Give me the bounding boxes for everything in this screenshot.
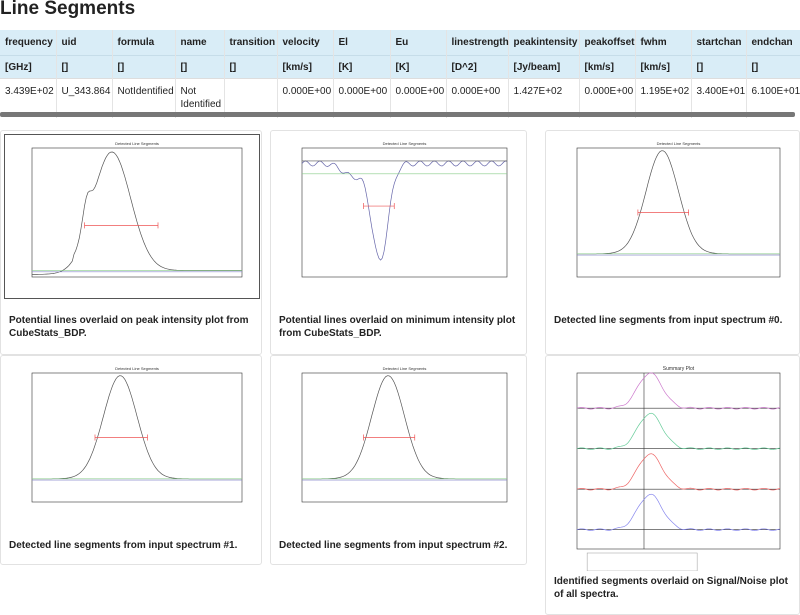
column-header: frequency	[0, 30, 57, 56]
table-cell: 3.439E+02	[0, 78, 57, 118]
plot-frame	[31, 147, 243, 278]
column-header: uid	[56, 30, 113, 56]
table: frequency uid formula name transition velocit…	[0, 30, 800, 118]
column-header: endchan	[746, 30, 800, 56]
column-unit: [D^2]	[446, 55, 509, 79]
column-header: peakintensity	[508, 30, 580, 56]
column-header: peakoffset	[579, 30, 636, 56]
column-unit: []	[691, 55, 747, 79]
column-header: formula	[112, 30, 176, 56]
spectrum-curve	[576, 372, 781, 410]
spectrum-curve	[32, 151, 242, 275]
plot-thumbnail: Detected Line Segments	[301, 366, 508, 503]
column-unit: [K]	[390, 55, 447, 79]
figure-card: Summary Plot Identified segments overlaid…	[545, 355, 800, 615]
plot-thumbnail: Detected Line Segments	[301, 141, 508, 278]
table-cell: 6.100E+01	[746, 78, 800, 118]
spectrum-curve	[576, 453, 781, 491]
column-header: name	[175, 30, 225, 56]
figure-caption: Detected line segments from input spectr…	[554, 315, 783, 326]
legend-box	[586, 552, 698, 571]
spectrum-curve	[302, 375, 507, 480]
column-unit: [km/s]	[277, 55, 334, 79]
plot-title: Detected Line Segments	[657, 141, 701, 146]
figure-card: Detected Line Segments Detected line segm…	[545, 130, 800, 355]
scrollbar[interactable]	[0, 112, 795, 117]
spectrum-curve	[576, 493, 781, 531]
table-cell: Not Identified	[175, 78, 225, 118]
table-cell: 0.000E+00	[333, 78, 391, 118]
column-unit: []	[224, 55, 278, 79]
column-header: velocity	[277, 30, 334, 56]
table-cell: 3.400E+01	[691, 78, 747, 118]
figure-caption: Detected line segments from input spectr…	[279, 540, 508, 551]
page-title: Line Segments	[0, 0, 136, 19]
column-unit: [K]	[333, 55, 391, 79]
table-cell: 0.000E+00	[390, 78, 447, 118]
table-cell: 0.000E+00	[579, 78, 636, 118]
plot-frame	[301, 147, 508, 278]
column-header: startchan	[691, 30, 747, 56]
table-cell: 1.427E+02	[508, 78, 580, 118]
spectrum-curve	[576, 412, 781, 450]
table-cell: 1.195E+02	[635, 78, 692, 118]
units-row: [GHz][][][][] [km/s] [K] [K] [D^2] [Jy/beam][…	[0, 55, 800, 79]
image-border	[4, 134, 260, 299]
spectrum-curve	[32, 375, 242, 480]
figure-card: Detected Line Segments Potential lines ov…	[270, 130, 527, 355]
header-row: frequency uid formula name transition velocit…	[0, 30, 800, 56]
spectrum-curve	[301, 160, 508, 261]
figure-caption: Detected line segments from input spectr…	[9, 540, 238, 551]
spectrum-curve	[577, 150, 780, 255]
data-row: 3.439E+02 U_343.864 NotIdentified Not Ident…	[0, 78, 800, 118]
column-unit: [Jy/beam]	[508, 55, 580, 79]
column-header: Eu	[390, 30, 447, 56]
plot-title: Detected Line Segments	[383, 141, 427, 146]
figure-caption: Potential lines overlaid on peak intensi…	[9, 315, 249, 339]
column-unit: [km/s]	[635, 55, 692, 79]
plot-title: Summary Plot	[663, 366, 695, 372]
table-cell: NotIdentified	[112, 78, 176, 118]
column-unit: []	[746, 55, 800, 79]
plot-frame	[301, 372, 508, 503]
column-unit: []	[112, 55, 176, 79]
table-cell: 0.000E+00	[446, 78, 509, 118]
plot-thumbnail: Detected Line Segments	[4, 134, 260, 299]
figure-caption: Potential lines overlaid on minimum inte…	[279, 315, 516, 339]
plot-thumbnail: Summary Plot	[576, 366, 781, 571]
figure-caption: Identified segments overlaid on Signal/N…	[554, 576, 788, 600]
plot-frame	[31, 372, 243, 503]
column-unit: []	[56, 55, 113, 79]
plot-title: Detected Line Segments	[115, 141, 159, 146]
column-unit: []	[175, 55, 225, 79]
plot-thumbnail: Detected Line Segments	[576, 141, 781, 278]
figure-card: Detected Line Segments Detected line segm…	[0, 355, 262, 565]
column-header: transition	[224, 30, 278, 56]
column-header: El	[333, 30, 391, 56]
column-unit: [km/s]	[579, 55, 636, 79]
table-container: frequency uid formula name transition velocit…	[0, 30, 800, 118]
figure-card: Detected Line Segments Potential lines ov…	[0, 130, 262, 355]
table-cell: U_343.864	[56, 78, 113, 118]
plot-title: Detected Line Segments	[115, 366, 159, 371]
plot-thumbnail: Detected Line Segments	[31, 366, 243, 503]
table-cell: 0.000E+00	[277, 78, 334, 118]
figure-card: Detected Line Segments Detected line segm…	[270, 355, 527, 565]
table-cell	[224, 78, 278, 118]
plot-frame	[576, 372, 781, 550]
column-header: linestrength	[446, 30, 509, 56]
plot-title: Detected Line Segments	[383, 366, 427, 371]
plot-frame	[576, 147, 781, 278]
column-header: fwhm	[635, 30, 692, 56]
column-unit: [GHz]	[0, 55, 57, 79]
